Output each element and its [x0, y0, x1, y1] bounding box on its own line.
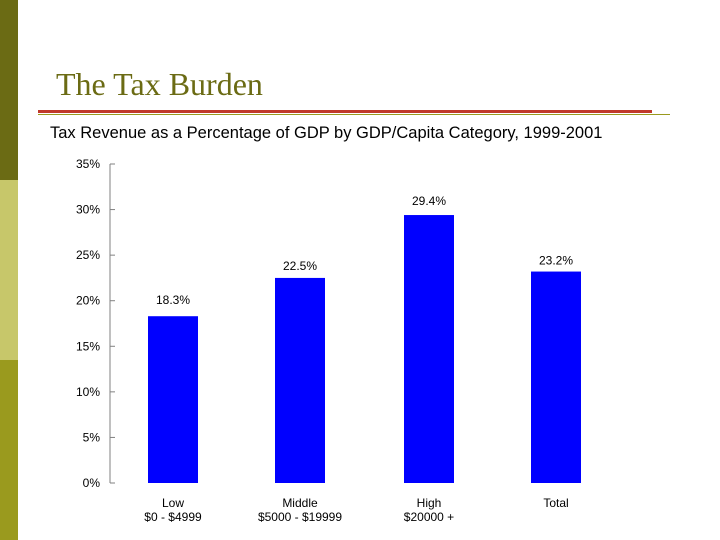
bar-value-label: 29.4%: [412, 194, 446, 208]
y-tick-label: 35%: [76, 157, 100, 171]
x-category-label: Total: [543, 496, 568, 510]
bar: [404, 215, 454, 484]
bar-value-label: 23.2%: [539, 254, 573, 268]
bar: [275, 277, 325, 483]
bar-value-label: 22.5%: [283, 259, 317, 273]
x-category-label: $5000 - $19999: [258, 510, 342, 524]
y-tick-label: 15%: [76, 339, 100, 353]
accent-bar-bottom: [0, 360, 18, 540]
chart-title: Tax Revenue as a Percentage of GDP by GD…: [50, 124, 603, 142]
x-category-label: $0 - $4999: [144, 510, 202, 524]
y-tick-label: 10%: [76, 385, 100, 399]
x-category-label: Low: [162, 496, 184, 510]
y-tick-label: 30%: [76, 203, 100, 217]
accent-bar-middle: [0, 180, 18, 360]
y-tick-label: 0%: [83, 476, 101, 490]
x-category-label: $20000 +: [404, 510, 454, 524]
bar: [531, 271, 581, 483]
y-tick-label: 5%: [83, 430, 101, 444]
title-underline: [38, 110, 670, 115]
x-category-label: High: [417, 496, 442, 510]
bar: [148, 316, 198, 483]
bar-value-label: 18.3%: [156, 293, 190, 307]
x-category-label: Middle: [282, 496, 318, 510]
y-tick-label: 20%: [76, 294, 100, 308]
y-tick-label: 25%: [76, 248, 100, 262]
slide-title: The Tax Burden: [56, 66, 263, 102]
accent-bar-top: [0, 0, 18, 180]
